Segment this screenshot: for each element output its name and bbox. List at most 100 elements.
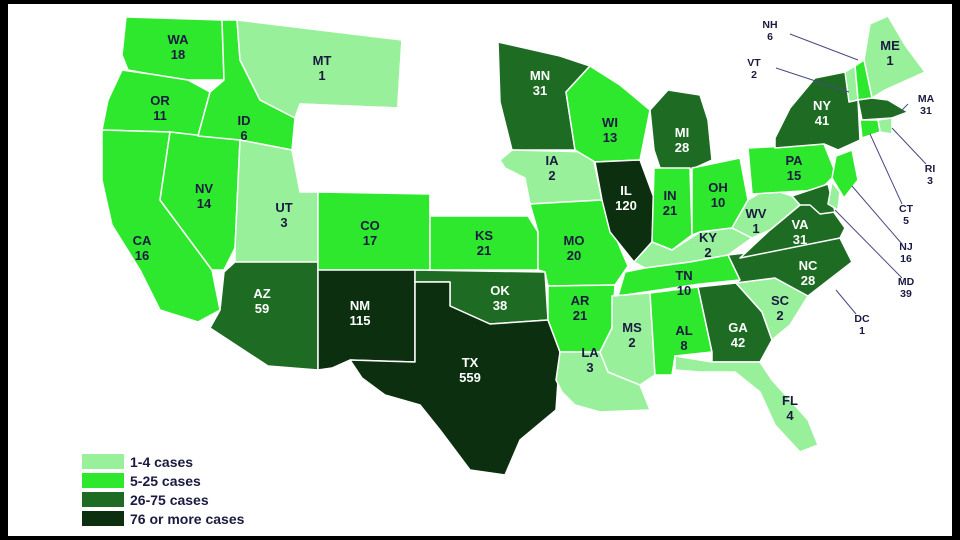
state-count-ky: 2 (704, 245, 711, 260)
state-count-ms: 2 (628, 335, 635, 350)
state-wy (299, 103, 401, 193)
state-count-sc: 2 (776, 308, 783, 323)
legend-label-5-25: 5-25 cases (130, 472, 201, 489)
state-label-mt: MT (313, 53, 332, 68)
state-label-ky: KY (699, 230, 717, 245)
state-count-ca: 16 (135, 248, 149, 263)
state-count-pa: 15 (787, 168, 801, 183)
state-label-me: ME (880, 38, 900, 53)
state-label-sc: SC (771, 293, 790, 308)
state-ny (774, 71, 861, 151)
state-label-ct: CT (899, 203, 914, 215)
state-nj (831, 149, 859, 199)
state-count-co: 17 (363, 233, 377, 248)
legend-label-1-4: 1-4 cases (130, 453, 194, 470)
state-count-tn: 10 (677, 283, 691, 298)
state-tx (349, 281, 561, 476)
leader-lines (775, 33, 927, 315)
state-label-ok: OK (490, 283, 510, 298)
state-label-ga: GA (728, 320, 748, 335)
legend-item-76-plus: 76 or more cases (82, 509, 244, 528)
state-count-ok: 38 (493, 298, 507, 313)
state-wi (565, 65, 651, 163)
leader-line-ma (899, 103, 909, 113)
leader-line-vt (775, 67, 850, 93)
state-count-fl: 4 (786, 408, 794, 423)
legend-item-1-4: 1-4 cases (82, 452, 244, 471)
state-count-nv: 14 (197, 196, 212, 211)
state-label-in: IN (664, 188, 677, 203)
state-count-md: 39 (900, 288, 912, 300)
state-label-ma: MA (918, 93, 935, 105)
state-fl (674, 355, 819, 453)
state-ak (59, 313, 206, 449)
state-nd (397, 39, 501, 103)
state-label-ks: KS (475, 228, 493, 243)
state-label-ia: IA (546, 153, 560, 168)
state-label-mo: MO (564, 233, 585, 248)
state-count-dc: 1 (859, 325, 865, 337)
state-count-az: 59 (255, 301, 269, 316)
us-cases-map: WA18OR11CA16NV14ID6MT1UT3AZ59CO17NM115KS… (59, 15, 935, 476)
state-count-ks: 21 (477, 243, 491, 258)
state-count-or: 11 (153, 108, 167, 123)
state-label-ny: NY (813, 98, 831, 113)
state-label-pa: PA (785, 153, 803, 168)
state-label-la: LA (581, 345, 599, 360)
state-label-nh: NH (762, 19, 777, 31)
state-count-mt: 1 (318, 68, 325, 83)
legend: 1-4 cases 5-25 cases 26-75 cases 76 or m… (82, 452, 244, 528)
leader-line-ri (891, 127, 927, 165)
state-de (827, 181, 841, 211)
legend-item-5-25: 5-25 cases (82, 471, 244, 490)
state-label-wv: WV (746, 206, 767, 221)
leader-line-nj (851, 185, 903, 245)
state-count-ar: 21 (573, 308, 587, 323)
state-label-fl: FL (782, 393, 798, 408)
legend-swatch-26-75 (82, 492, 124, 507)
state-count-mo: 20 (567, 248, 581, 263)
state-count-nj: 16 (900, 253, 912, 265)
state-label-id: ID (238, 113, 251, 128)
state-count-il: 120 (615, 198, 637, 213)
state-label-wi: WI (602, 115, 618, 130)
state-count-oh: 10 (711, 195, 725, 210)
state-sd (397, 101, 506, 169)
leader-line-ct (869, 133, 903, 205)
state-count-mn: 31 (533, 83, 547, 98)
state-me (863, 15, 926, 99)
state-count-in: 21 (663, 203, 677, 218)
state-count-id: 6 (240, 128, 247, 143)
state-label-nj: NJ (899, 241, 913, 253)
state-label-wa: WA (168, 32, 190, 47)
state-label-md: MD (898, 276, 915, 288)
state-count-ut: 3 (280, 215, 287, 230)
state-label-va: VA (791, 217, 809, 232)
state-count-wv: 1 (752, 221, 759, 236)
state-label-az: AZ (253, 286, 270, 301)
state-label-tn: TN (675, 268, 692, 283)
state-label-dc: DC (854, 313, 870, 325)
legend-swatch-1-4 (82, 454, 124, 469)
state-label-oh: OH (708, 180, 728, 195)
state-label-or: OR (150, 93, 170, 108)
state-count-nm: 115 (350, 313, 371, 328)
state-az (209, 261, 319, 371)
leader-line-md (834, 209, 903, 279)
state-hi (251, 381, 353, 449)
state-label-co: CO (360, 218, 380, 233)
state-count-al: 8 (680, 338, 687, 353)
state-ma (857, 97, 909, 121)
state-in (651, 167, 693, 251)
state-count-nh: 6 (767, 31, 773, 43)
map-frame: WA 18 OR 11 CA 16 NV 14 ID 6 MT 1 UT 3 AZ 59 CO 17 NM 115 KS… (8, 4, 952, 536)
state-label-mi: MI (675, 125, 689, 140)
legend-label-26-75: 26-75 cases (130, 491, 209, 508)
state-count-mi: 28 (675, 140, 689, 155)
state-mi (649, 89, 713, 171)
leader-line-nh (789, 33, 859, 61)
state-label-ar: AR (571, 293, 590, 308)
state-label-ms: MS (622, 320, 642, 335)
state-count-nc: 28 (801, 273, 815, 288)
state-count-ct: 5 (903, 215, 909, 227)
